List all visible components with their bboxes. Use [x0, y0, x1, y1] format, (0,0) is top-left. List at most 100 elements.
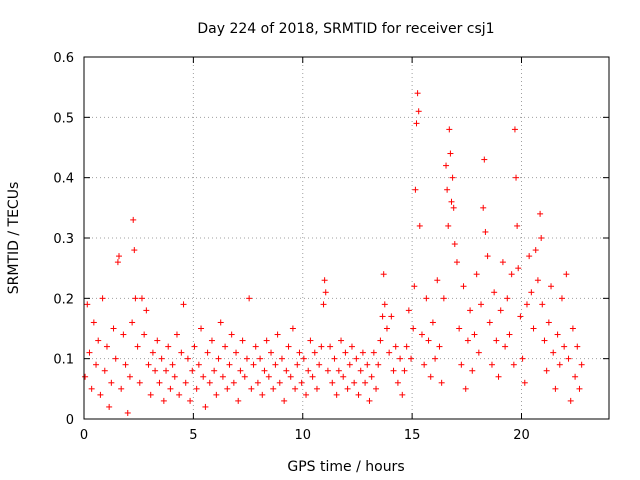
data-point [418, 331, 425, 338]
data-point [504, 295, 511, 302]
data-point [300, 355, 307, 362]
data-point [303, 391, 310, 398]
data-point [248, 385, 255, 392]
data-point [448, 198, 455, 205]
data-point [574, 343, 581, 350]
data-point [331, 355, 338, 362]
data-point [449, 174, 456, 181]
data-point [415, 108, 422, 115]
x-tick-label: 5 [189, 428, 197, 443]
data-point [386, 349, 393, 356]
data-point [554, 331, 561, 338]
data-point [346, 361, 353, 368]
data-point [149, 349, 156, 356]
data-point [136, 379, 143, 386]
data-point [427, 373, 434, 380]
data-point [499, 259, 506, 266]
y-tick-label: 0.3 [53, 232, 74, 247]
data-points [82, 90, 585, 416]
data-point [380, 271, 387, 278]
data-point [278, 355, 285, 362]
data-point [502, 343, 509, 350]
data-point [355, 391, 362, 398]
data-point [283, 367, 290, 374]
data-point [97, 391, 104, 398]
data-point [394, 379, 401, 386]
data-point [138, 295, 145, 302]
data-point [276, 379, 283, 386]
data-point [294, 361, 301, 368]
data-point [265, 373, 272, 380]
data-point [469, 367, 476, 374]
data-point [95, 337, 102, 344]
data-point [436, 343, 443, 350]
data-point [351, 379, 358, 386]
data-point [324, 367, 331, 374]
data-point [578, 361, 585, 368]
data-point [241, 373, 248, 380]
data-point [392, 343, 399, 350]
data-point [217, 319, 224, 326]
data-point [495, 373, 502, 380]
data-point [101, 367, 108, 374]
data-point [230, 379, 237, 386]
data-point [263, 337, 270, 344]
data-point [167, 385, 174, 392]
x-axis-label: GPS time / hours [287, 459, 404, 475]
data-point [383, 325, 390, 332]
data-point [401, 367, 408, 374]
data-point [88, 385, 95, 392]
data-point [320, 301, 327, 308]
data-point [235, 397, 242, 404]
data-point [318, 343, 325, 350]
data-point [467, 307, 474, 314]
data-point [233, 349, 240, 356]
data-point [450, 204, 457, 211]
data-point [327, 343, 334, 350]
data-point [250, 361, 257, 368]
data-point [443, 162, 450, 169]
data-point [366, 397, 373, 404]
data-point [484, 253, 491, 260]
data-point [124, 409, 131, 416]
data-point [413, 120, 420, 127]
data-point [359, 349, 366, 356]
data-point [270, 385, 277, 392]
data-point [243, 355, 250, 362]
data-point [84, 301, 91, 308]
data-point [556, 361, 563, 368]
data-point [298, 379, 305, 386]
data-point [289, 325, 296, 332]
data-point [143, 307, 150, 314]
data-point [154, 337, 161, 344]
data-point [486, 319, 493, 326]
data-point [226, 361, 233, 368]
data-point [539, 301, 546, 308]
data-point [478, 301, 485, 308]
data-point [493, 337, 500, 344]
data-point [438, 379, 445, 386]
data-point [180, 301, 187, 308]
data-point [90, 319, 97, 326]
data-point [446, 126, 453, 133]
data-point [108, 379, 115, 386]
data-point [228, 331, 235, 338]
data-point [145, 361, 152, 368]
data-point [411, 283, 418, 290]
data-point [126, 373, 133, 380]
data-point [514, 222, 521, 229]
data-point [120, 331, 127, 338]
data-point [321, 277, 328, 284]
data-point [342, 349, 349, 356]
data-point [353, 355, 360, 362]
data-point [357, 367, 364, 374]
data-point [444, 186, 451, 193]
data-point [416, 222, 423, 229]
data-point [471, 331, 478, 338]
data-point [112, 355, 119, 362]
data-point [370, 349, 377, 356]
data-point [189, 367, 196, 374]
data-point [132, 295, 139, 302]
data-point [257, 355, 264, 362]
data-point [261, 367, 268, 374]
